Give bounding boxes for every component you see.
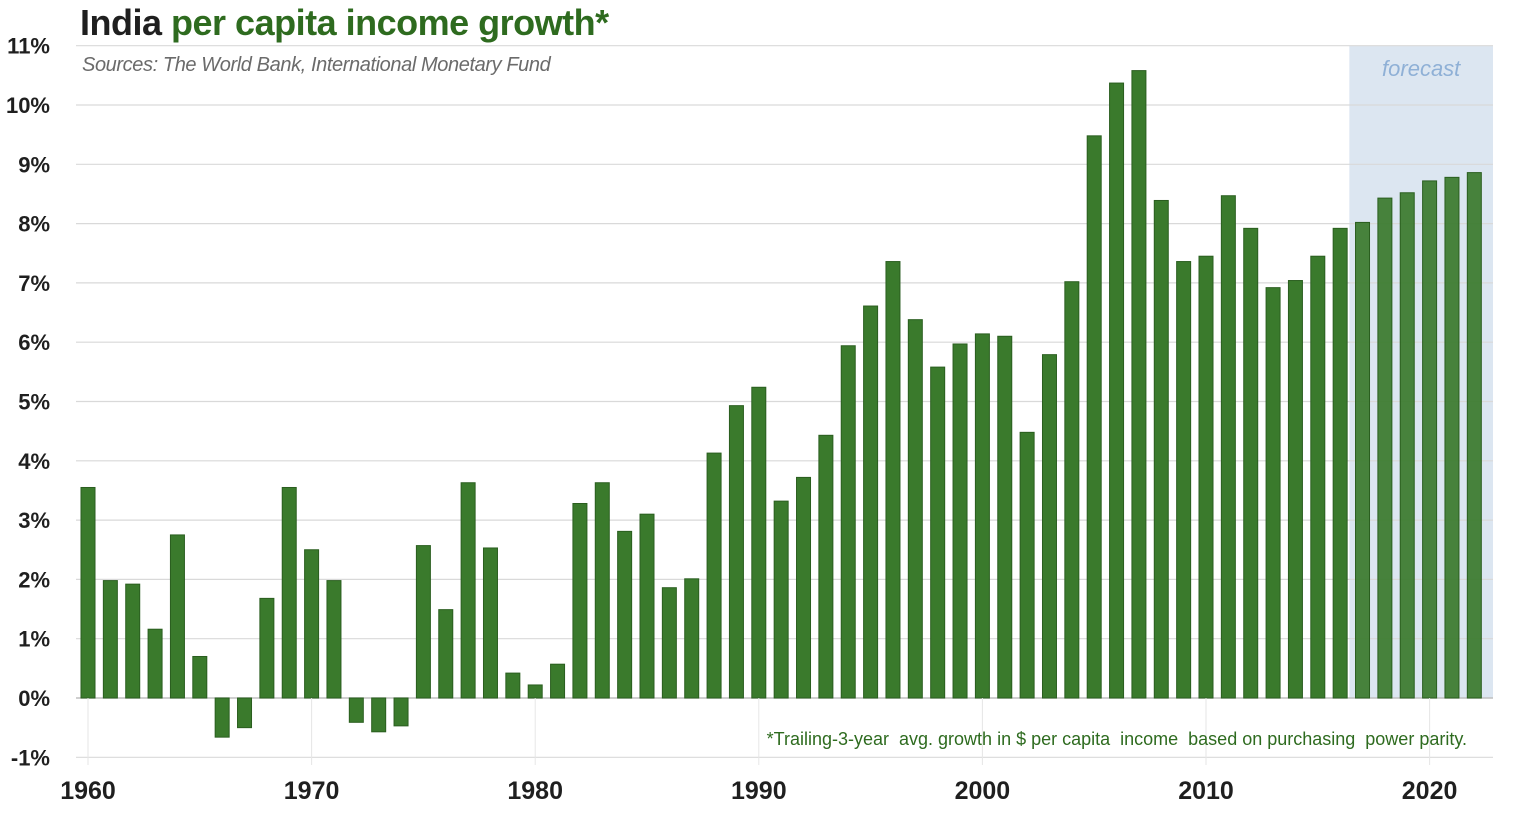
bar-2013 [1265,287,1281,699]
bar-1967 [237,697,253,729]
x-tick-label: 2020 [1402,777,1458,805]
bar-2001 [997,335,1013,699]
y-tick-label: 0% [18,686,50,711]
chart-footnote: *Trailing-3-year avg. growth in $ per ca… [767,729,1467,749]
chart-title-metric: per capita income growth* [161,2,609,43]
x-tick-label: 2010 [1178,777,1234,805]
bar-2002 [1019,431,1035,699]
bar-1982 [572,502,588,699]
bar-2003 [1041,354,1057,699]
bar-1996 [885,261,901,699]
bar-1970 [304,549,320,699]
bar-1999 [952,343,968,699]
bar-1981 [550,663,566,699]
bar-1976 [438,609,454,699]
bar-1978 [482,547,498,699]
y-tick-label: 4% [18,449,50,474]
bar-1972 [348,697,364,723]
bar-1964 [169,534,185,699]
bar-1984 [617,530,633,699]
bar-1960 [80,486,96,699]
bar-1983 [594,482,610,699]
bar-2015 [1310,255,1326,699]
bar-1975 [415,545,431,699]
bars [80,70,1482,738]
bar-1977 [460,482,476,699]
bar-2000 [974,333,990,699]
bar-1980 [527,684,543,699]
bar-1966 [214,697,230,738]
x-axis-ticks: 1960 1970 1980 1990 2000 2010 2020 [60,698,1457,805]
x-tick-label: 2000 [955,777,1011,805]
y-tick-label: 1% [18,627,50,652]
bar-1962 [125,583,141,699]
y-tick-label: 6% [18,330,50,355]
bar-1988 [706,452,722,699]
bar-2012 [1243,227,1259,699]
y-tick-label: 3% [18,508,50,533]
bar-1994 [840,345,856,699]
bar-2005 [1086,135,1102,699]
bar-1971 [326,580,342,699]
bar-1986 [661,587,677,699]
bar-1968 [259,597,275,699]
bar-1998 [930,366,946,699]
bar-1993 [818,434,834,699]
bar-2019 [1399,192,1415,699]
bar-2011 [1220,195,1236,699]
y-axis-ticks: 11% 10% 9% 8% 7% 6% 5% 4% 3% 2% 1% 0% -1% [6,34,50,771]
y-tick-label: 7% [18,271,50,296]
bar-2018 [1377,197,1393,699]
bar-1995 [863,305,879,699]
chart-title-country: India [80,2,162,43]
y-tick-label: 9% [18,152,50,177]
bar-2021 [1444,176,1460,699]
x-tick-label: 1960 [60,777,116,805]
forecast-label: forecast [1382,56,1461,81]
x-tick-label: 1970 [284,777,340,805]
y-tick-label: -1% [11,745,50,770]
x-tick-label: 1990 [731,777,787,805]
bar-2004 [1064,281,1080,699]
bar-1961 [102,580,118,699]
y-tick-label: 10% [6,93,50,118]
bar-2022 [1466,172,1482,699]
bar-1985 [639,513,655,699]
bar-2020 [1422,180,1438,699]
bar-1991 [773,500,789,699]
bar-2006 [1109,82,1125,699]
bar-1963 [147,628,163,699]
bar-1974 [393,697,409,727]
bar-2010 [1198,255,1214,699]
bar-1990 [751,386,767,699]
chart-title: India per capita income growth* [80,2,609,44]
y-tick-label: 8% [18,212,50,237]
chart-subtitle-sources: Sources: The World Bank, International M… [82,54,551,76]
x-tick-label: 1980 [507,777,563,805]
bar-2016 [1332,227,1348,699]
bar-1973 [371,697,387,733]
bar-1989 [728,405,744,699]
bar-1997 [907,319,923,699]
bar-1987 [684,578,700,699]
y-tick-label: 2% [18,567,50,592]
bar-2009 [1176,261,1192,699]
y-tick-label: 5% [18,390,50,415]
bar-1992 [796,476,812,699]
bar-2014 [1287,280,1303,699]
bar-2017 [1355,221,1371,699]
y-tick-label: 11% [7,34,50,59]
bar-1969 [281,486,297,699]
bar-2007 [1131,70,1147,699]
bar-1979 [505,672,521,699]
bar-1965 [192,655,208,699]
bar-2008 [1153,199,1169,699]
